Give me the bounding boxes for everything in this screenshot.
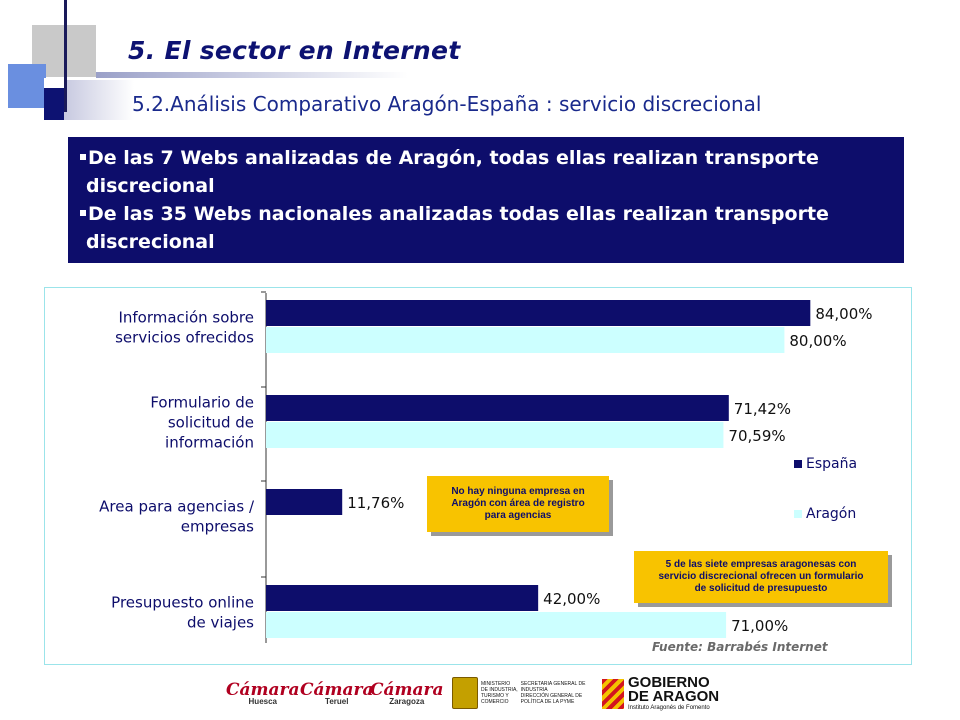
ministerio-line: SECRETARIA GENERAL DE bbox=[520, 681, 586, 687]
bar-aragon bbox=[266, 327, 785, 353]
legend-label: Aragón bbox=[806, 506, 856, 522]
bullet-icon bbox=[80, 209, 86, 216]
bar-espana bbox=[266, 585, 539, 611]
logo-gobierno-aragon: GOBIERNO DE ARAGON Instituto Aragonés de… bbox=[602, 674, 720, 712]
gobierno-subtitle: Instituto Aragonés de Fomento bbox=[628, 705, 710, 711]
logo-camara-zaragoza: Cámara Zaragoza bbox=[370, 680, 444, 706]
ministerio-line: POLÍTICA DE LA PYME bbox=[520, 699, 575, 705]
category-label: Area para agencias / bbox=[99, 498, 255, 516]
data-label: 42,00% bbox=[543, 590, 600, 608]
info-item-aragon: De las 7 Webs analizadas de Aragón, toda… bbox=[80, 144, 894, 200]
aragon-flag-icon bbox=[602, 679, 624, 709]
bar-espana bbox=[266, 489, 343, 515]
ministerio-line: DE INDUSTRIA, bbox=[481, 687, 518, 693]
gobierno-line: DE ARAGON bbox=[628, 688, 720, 705]
info-item-espana: De las 35 Webs nacionales analizadas tod… bbox=[80, 200, 894, 256]
data-label: 11,76% bbox=[347, 494, 404, 512]
gobierno-text: GOBIERNO DE ARAGON Instituto Aragonés de… bbox=[628, 674, 720, 712]
decor-gradient-block bbox=[64, 80, 134, 120]
category-label: Información sobre bbox=[118, 309, 254, 327]
gobierno-line: GOBIERNO bbox=[628, 674, 710, 691]
callout-line: 5 de las siete empresas aragonesas con bbox=[665, 559, 857, 570]
category-label: solicitud de bbox=[168, 414, 254, 432]
info-box: De las 7 Webs analizadas de Aragón, toda… bbox=[68, 137, 904, 263]
callout-line: de solicitud de presupuesto bbox=[694, 583, 828, 594]
data-label: 70,59% bbox=[728, 427, 785, 445]
category-label: servicios ofrecidos bbox=[115, 329, 254, 347]
info-line: De las 35 Webs nacionales analizadas tod… bbox=[88, 203, 829, 225]
bar-aragon bbox=[266, 422, 724, 448]
category-label: información bbox=[165, 434, 254, 452]
callout-no-agencias: No hay ninguna empresa en Aragón con áre… bbox=[427, 476, 609, 532]
logo-camara-huesca: Cámara Huesca bbox=[226, 680, 300, 706]
info-line-continued: discrecional bbox=[86, 231, 215, 253]
callout-line: No hay ninguna empresa en bbox=[451, 486, 585, 497]
bar-aragon bbox=[266, 612, 727, 638]
decor-blue-block bbox=[8, 64, 46, 108]
spain-shield-icon bbox=[452, 677, 478, 709]
decor-vertical-line bbox=[64, 0, 67, 112]
ministerio-text-right: SECRETARIA GENERAL DE INDUSTRIA DIRECCIÓ… bbox=[521, 681, 586, 705]
decor-white-notch bbox=[44, 78, 62, 90]
legend-swatch bbox=[794, 460, 802, 468]
category-label: de viajes bbox=[187, 614, 254, 632]
ministerio-line: MINISTERIO bbox=[481, 681, 511, 687]
category-label: Formulario de bbox=[150, 394, 254, 412]
logo-camara-brand: Cámara bbox=[370, 680, 444, 700]
category-label: empresas bbox=[181, 518, 254, 536]
callout-line: Aragón con área de registro bbox=[451, 498, 585, 509]
bar-espana bbox=[266, 300, 811, 326]
ministerio-text-left: MINISTERIO DE INDUSTRIA, TURISMO Y COMER… bbox=[481, 681, 518, 705]
info-line-continued: discrecional bbox=[86, 175, 215, 197]
ministerio-line: COMERCIO bbox=[481, 699, 509, 705]
data-label: 71,00% bbox=[731, 617, 788, 635]
source-note: Fuente: Barrabés Internet bbox=[652, 640, 828, 654]
data-label: 80,00% bbox=[789, 332, 846, 350]
bar-chart: Información sobre servicios ofrecidos 84,0… bbox=[99, 291, 873, 643]
ministerio-line: TURISMO Y bbox=[481, 693, 509, 699]
page-title: 5. El sector en Internet bbox=[128, 36, 461, 65]
logo-camara-city: Huesca bbox=[248, 697, 277, 706]
bar-espana bbox=[266, 395, 729, 421]
category-label: Presupuesto online bbox=[111, 594, 254, 612]
bullet-icon bbox=[80, 153, 86, 160]
callout-line: para agencias bbox=[484, 510, 552, 521]
legend-label: España bbox=[806, 456, 857, 472]
ministerio-line: INDUSTRIA bbox=[520, 687, 548, 693]
logo-camara-city: Teruel bbox=[325, 697, 349, 706]
logo-ministerio: MINISTERIO DE INDUSTRIA, TURISMO Y COMER… bbox=[452, 676, 588, 710]
legend-swatch bbox=[794, 510, 802, 518]
page-subtitle: 5.2.Análisis Comparativo Aragón-España :… bbox=[132, 92, 762, 116]
callout-presupuesto: 5 de las siete empresas aragonesas con s… bbox=[634, 551, 888, 603]
decor-gradient-line bbox=[96, 72, 408, 78]
logo-camara-brand: Cámara bbox=[226, 680, 300, 700]
logo-camara-teruel: Cámara Teruel bbox=[300, 680, 374, 706]
ministerio-line: DIRECCIÓN GENERAL DE bbox=[520, 693, 583, 699]
data-label: 84,00% bbox=[815, 305, 872, 323]
logo-camara-brand: Cámara bbox=[300, 680, 374, 700]
callout-line: servicio discrecional ofrecen un formula… bbox=[658, 571, 864, 582]
logo-camara-city: Zaragoza bbox=[389, 697, 425, 706]
data-label: 71,42% bbox=[734, 400, 791, 418]
info-line: De las 7 Webs analizadas de Aragón, toda… bbox=[88, 147, 819, 169]
decor-navy-block bbox=[44, 88, 64, 120]
